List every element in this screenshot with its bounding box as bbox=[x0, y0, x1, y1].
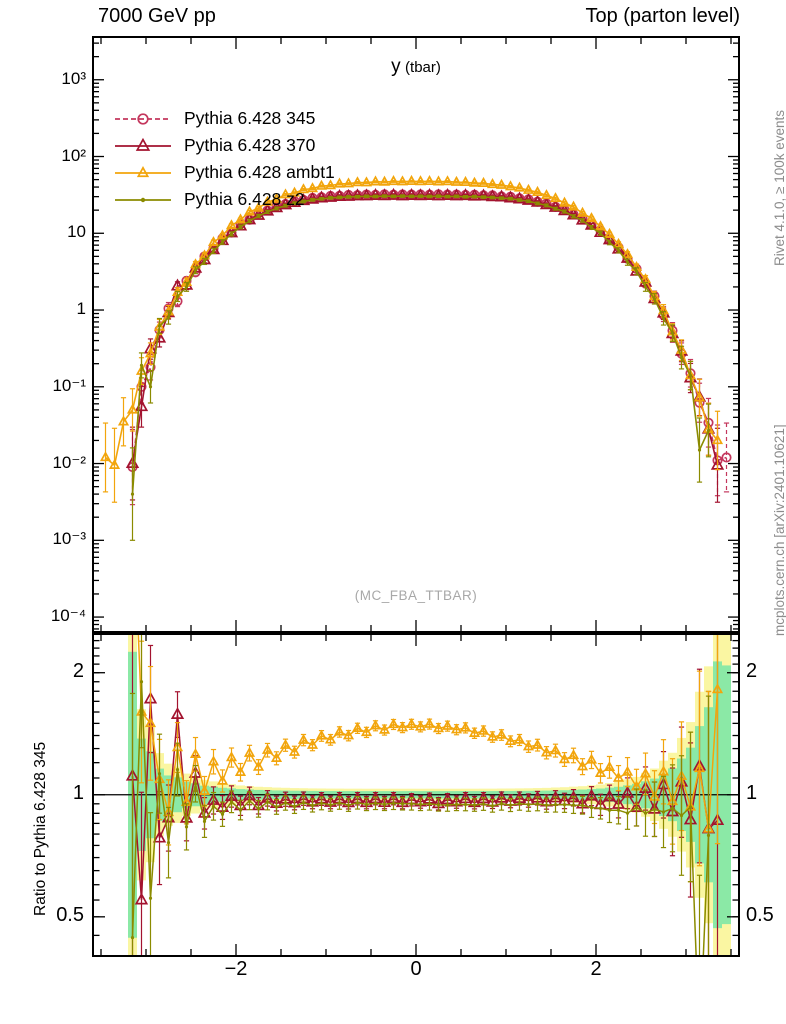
main-plot-content bbox=[99, 174, 732, 541]
main-plot-panel bbox=[92, 36, 740, 633]
main-y-tick-label: 1 bbox=[76, 299, 86, 319]
main-y-axis-ticks bbox=[94, 42, 738, 630]
x-axis-ticks bbox=[100, 38, 732, 631]
main-y-tick-label: 10⁻¹ bbox=[52, 375, 86, 395]
main-y-tick-label: 10² bbox=[61, 145, 86, 165]
main-y-tick-label: 10⁻² bbox=[52, 452, 86, 472]
main-y-tick-label: 10⁻⁴ bbox=[50, 606, 86, 626]
plot-title-observable: y bbox=[391, 56, 401, 77]
legend-label: Pythia 6.428 ambt1 bbox=[184, 162, 335, 182]
legend-marker-triangle-open bbox=[115, 137, 171, 151]
legend-item-370: Pythia 6.428 370 bbox=[112, 132, 335, 159]
ratio-axis-label: Ratio to Pythia 6.428 345 bbox=[32, 741, 49, 916]
ratio-series-pythia-6-428-z2 bbox=[129, 633, 712, 957]
ratio-y-tick-label-left: 2 bbox=[72, 659, 84, 682]
legend-marker-circle-open bbox=[115, 112, 171, 125]
panel-frame bbox=[92, 36, 740, 633]
legend-label: Pythia 6.428 370 bbox=[184, 135, 316, 155]
ratio-y-tick-label-left: 1 bbox=[72, 781, 84, 804]
plot-title-particle: (tbar) bbox=[405, 59, 441, 76]
x-tick-label: 2 bbox=[590, 958, 602, 980]
legend: Pythia 6.428 345 Pythia 6.428 370 Pythia 6… bbox=[112, 105, 335, 213]
main-y-tick-label: 10 bbox=[67, 222, 86, 242]
x-tick-label: −2 bbox=[224, 958, 248, 980]
legend-label: Pythia 6.428 z2 bbox=[184, 189, 305, 209]
main-y-tick-label: 10³ bbox=[61, 68, 86, 88]
ratio-y-axis-ticks bbox=[94, 639, 738, 937]
legend-item-345: Pythia 6.428 345 bbox=[112, 105, 335, 132]
legend-label: Pythia 6.428 345 bbox=[184, 108, 316, 128]
rivet-version-caption: Rivet 4.1.0, ≥ 100k events bbox=[772, 110, 786, 266]
series-pythia-6-428-z2 bbox=[129, 194, 712, 541]
x-axis-ticks bbox=[100, 635, 732, 955]
analysis-watermark: (MC_FBA_TTBAR) bbox=[354, 588, 478, 603]
legend-item-ambt1: Pythia 6.428 ambt1 bbox=[112, 159, 335, 186]
legend-item-z2: Pythia 6.428 z2 bbox=[112, 186, 335, 213]
mcplots-citation-caption: mcplots.cern.ch [arXiv:2401.10621] bbox=[772, 424, 786, 636]
series-pythia-6-428-ambt1 bbox=[99, 174, 724, 503]
ratio-y-tick-label-right: 0.5 bbox=[746, 903, 774, 926]
ratio-y-tick-label-left: 0.5 bbox=[56, 903, 84, 926]
series-pythia-6-428-370 bbox=[125, 187, 725, 503]
ratio-y-tick-label-right: 2 bbox=[746, 659, 758, 682]
legend-marker-dot bbox=[115, 197, 171, 202]
beam-energy-label: 7000 GeV pp bbox=[98, 5, 216, 27]
plot-title: y (tbar) bbox=[92, 56, 740, 78]
x-tick-label: 0 bbox=[410, 958, 422, 980]
ratio-y-tick-label-right: 1 bbox=[746, 781, 758, 804]
legend-marker-triangle-open bbox=[115, 165, 171, 177]
main-y-tick-label: 10⁻³ bbox=[52, 529, 86, 549]
panel-frame bbox=[92, 633, 740, 957]
analysis-process-label: Top (parton level) bbox=[585, 5, 740, 27]
ratio-plot-panel bbox=[92, 633, 740, 957]
